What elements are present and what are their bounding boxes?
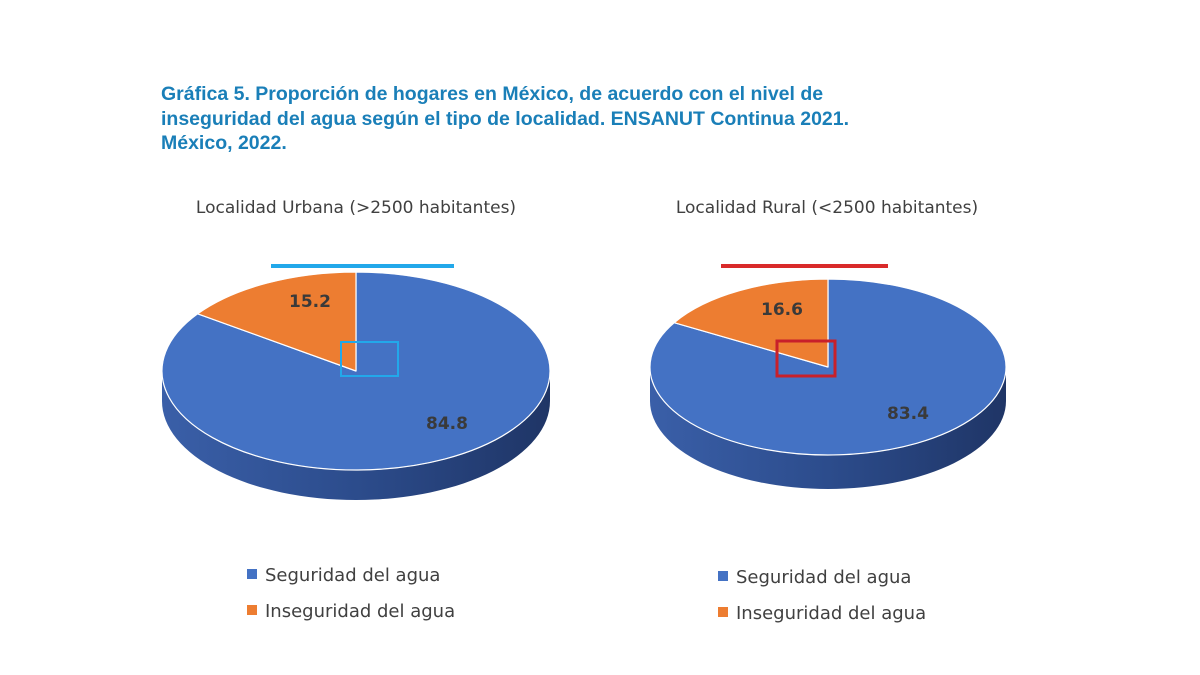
pie-chart-urban: Localidad Urbana (>2500 habitantes) 84.8… <box>161 198 551 622</box>
figure-title: Gráfica 5. Proporción de hogares en Méxi… <box>161 82 1061 156</box>
data-label-urban-inseguridad: 15.2 <box>289 292 331 312</box>
data-label-rural-seguridad: 83.4 <box>887 404 929 424</box>
legend-label-urban-inseguridad: Inseguridad del agua <box>265 601 455 622</box>
legend-label-rural-seguridad: Seguridad del agua <box>736 567 911 588</box>
legend-swatch-rural-seguridad <box>718 571 728 581</box>
legend-swatch-rural-inseguridad <box>718 607 728 617</box>
pie-side-rural <box>650 367 1006 489</box>
data-label-urban-seguridad: 84.8 <box>426 414 468 434</box>
pie-side-urban <box>162 371 550 500</box>
pie-chart-rural: Localidad Rural (<2500 habitantes) 83.4 … <box>649 198 1007 624</box>
pie-rim-urban <box>161 271 551 471</box>
figure-title-line-2: inseguridad del agua según el tipo de lo… <box>161 107 850 130</box>
legend-label-rural-inseguridad: Inseguridad del agua <box>736 603 926 624</box>
pie-rim-rural <box>649 278 1007 456</box>
figure-title-line-1: Gráfica 5. Proporción de hogares en Méxi… <box>161 83 824 105</box>
rural-highlight-box <box>775 339 837 378</box>
pie-slice-urban-inseguridad <box>197 271 357 372</box>
pie-rural <box>649 278 1007 489</box>
pie-urban <box>161 271 551 500</box>
legend-urban: Seguridad del agua Inseguridad del agua <box>247 565 455 622</box>
urban-highlight-box <box>340 341 399 377</box>
figure-title-line-3: México, 2022. <box>161 132 287 154</box>
legend-label-urban-seguridad: Seguridad del agua <box>265 565 440 586</box>
urban-accent-bar <box>271 264 454 268</box>
legend-rural: Seguridad del agua Inseguridad del agua <box>718 567 926 624</box>
data-label-rural-inseguridad: 16.6 <box>761 300 803 320</box>
pie-urban-labels: 84.8 15.2 <box>289 292 468 434</box>
pie-slice-rural-inseguridad <box>673 278 829 368</box>
legend-swatch-urban-inseguridad <box>247 605 257 615</box>
rural-accent-bar <box>721 264 888 268</box>
chart-title-urban: Localidad Urbana (>2500 habitantes) <box>196 198 516 218</box>
legend-swatch-urban-seguridad <box>247 569 257 579</box>
chart-title-rural: Localidad Rural (<2500 habitantes) <box>676 198 978 218</box>
pie-rural-labels: 83.4 16.6 <box>761 300 929 424</box>
